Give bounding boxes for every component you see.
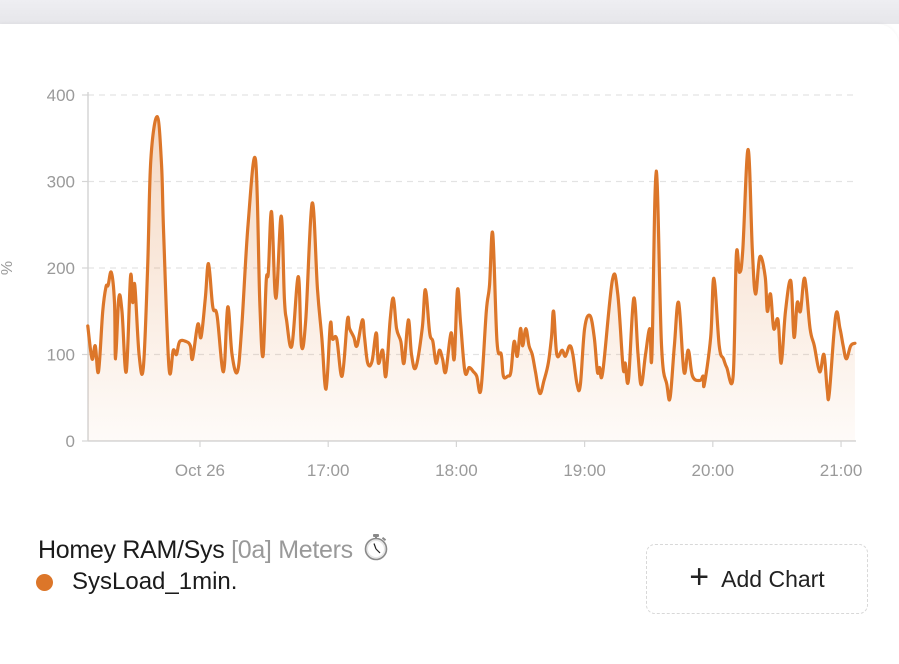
y-tick-label: 100 <box>47 346 75 365</box>
y-tick-label: 300 <box>47 173 75 192</box>
y-tick-label: 400 <box>47 86 75 105</box>
chart-subtitle: [0a] Meters <box>231 536 353 564</box>
x-tick-label: 21:00 <box>820 461 863 480</box>
x-tick-label: 19:00 <box>563 461 606 480</box>
axes: 0 100 200 300 400 Oct 26 17:00 18:00 19:00 20:00 2… <box>47 86 863 480</box>
grid-lines <box>88 94 856 356</box>
x-tick-label: 17:00 <box>307 461 350 480</box>
sysload-chart: 0 100 200 300 400 Oct 26 17:00 18:00 19:00 20:00 2… <box>0 86 863 480</box>
y-tick-label: 200 <box>47 259 75 278</box>
plus-icon: + <box>689 558 710 596</box>
y-tick-label: 0 <box>66 432 75 451</box>
add-chart-label: Add Chart <box>721 565 825 592</box>
y-axis-label: % <box>0 261 16 275</box>
top-bar <box>0 0 899 24</box>
series-label: SysLoad_1min. <box>72 568 238 595</box>
series-line <box>86 115 857 402</box>
series-color-dot <box>36 573 53 591</box>
chart-title: Homey RAM/Sys [0a] Meters <box>38 533 389 568</box>
stopwatch-icon <box>363 533 389 568</box>
legend-item: SysLoad_1min. <box>36 568 237 596</box>
x-tick-label: 18:00 <box>435 461 478 480</box>
chart-title-text: Homey RAM/Sys <box>38 536 225 564</box>
series-area <box>87 116 855 442</box>
x-tick-label: Oct 26 <box>175 461 225 480</box>
series <box>86 115 857 442</box>
add-chart-button[interactable]: + Add Chart <box>646 544 868 614</box>
x-tick-label: 20:00 <box>692 461 735 480</box>
